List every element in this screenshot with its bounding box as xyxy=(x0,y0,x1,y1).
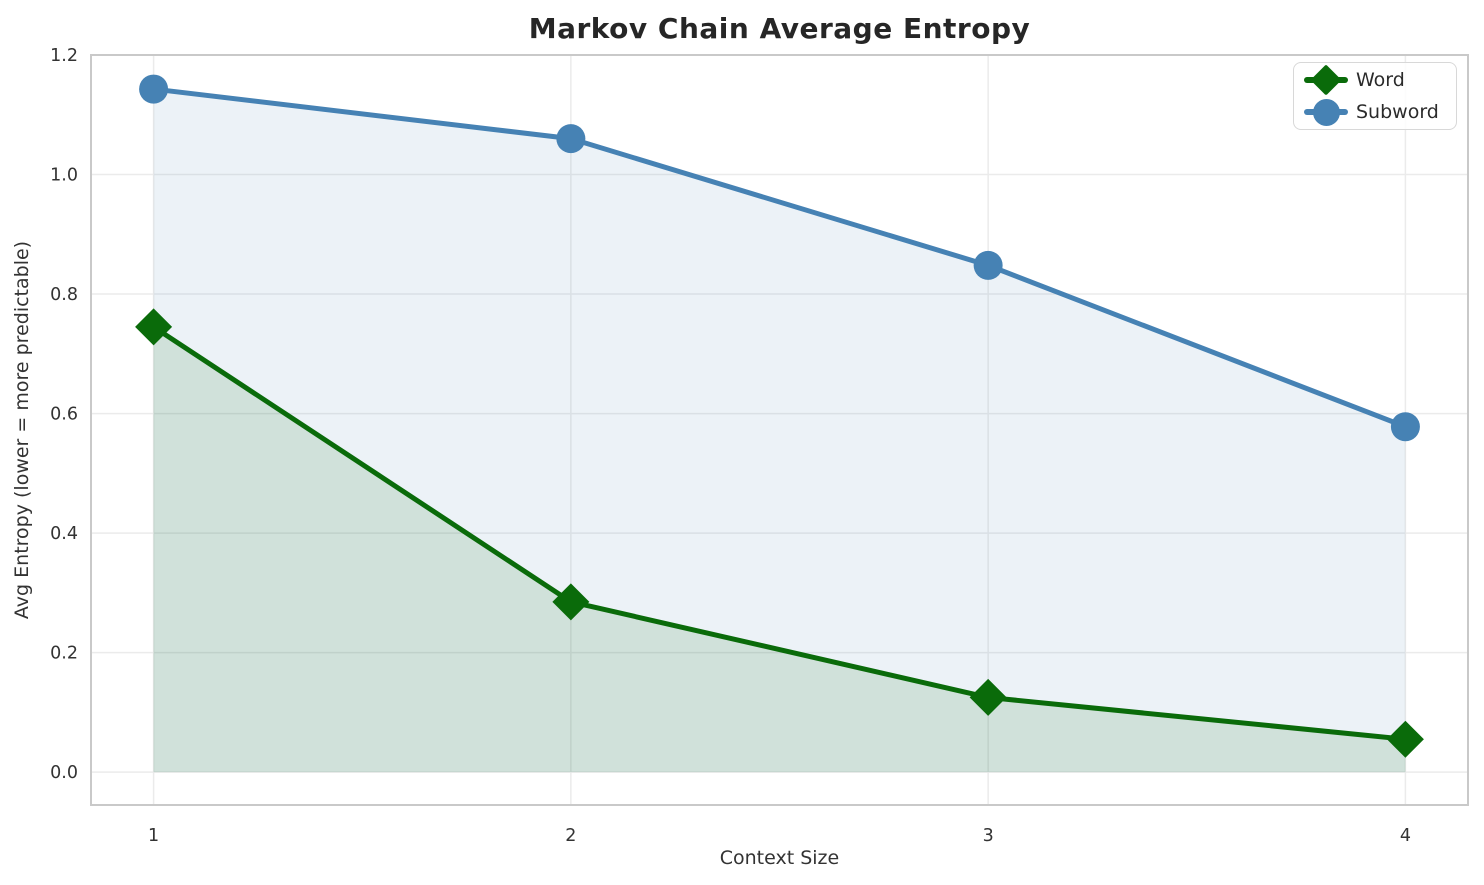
legend-label-word: Word xyxy=(1356,69,1405,91)
y-axis-label: Avg Entropy (lower = more predictable) xyxy=(11,240,33,620)
legend: Word Subword xyxy=(1293,62,1457,130)
legend-item-subword: Subword xyxy=(1302,96,1448,128)
subword-marker-3 xyxy=(973,250,1003,280)
word-area-fill xyxy=(153,326,1406,773)
word-line xyxy=(151,324,1408,742)
y-tick-1.0: 1.0 xyxy=(50,166,78,186)
x-tick-3: 3 xyxy=(983,826,994,846)
subword-area-fill xyxy=(153,89,1406,773)
word-diamond-icon xyxy=(1302,64,1350,96)
plot-border xyxy=(90,54,1469,806)
subword-marker-1 xyxy=(139,74,169,104)
subword-circle-icon xyxy=(1302,96,1350,128)
legend-item-word: Word xyxy=(1302,64,1448,96)
subword-marker-4 xyxy=(1390,412,1420,442)
word-marker-1 xyxy=(135,308,173,346)
y-tick-0.2: 0.2 xyxy=(50,644,78,664)
subword-line xyxy=(151,86,1408,430)
x-tick-2: 2 xyxy=(565,826,576,846)
word-marker-3 xyxy=(969,678,1007,716)
x-axis-label: Context Size xyxy=(719,847,840,869)
y-tick-0.4: 0.4 xyxy=(50,524,78,544)
y-tick-0.0: 0.0 xyxy=(50,763,78,783)
y-tick-0.6: 0.6 xyxy=(50,405,78,425)
word-marker-2 xyxy=(552,583,590,621)
y-tick-1.2: 1.2 xyxy=(50,46,78,66)
chart-title: Markov Chain Average Entropy xyxy=(528,12,1031,45)
x-tick-4: 4 xyxy=(1400,826,1411,846)
word-marker-4 xyxy=(1386,720,1424,758)
x-tick-1: 1 xyxy=(148,826,159,846)
y-tick-0.8: 0.8 xyxy=(50,285,78,305)
legend-label-subword: Subword xyxy=(1356,101,1439,123)
subword-marker-2 xyxy=(556,124,586,154)
